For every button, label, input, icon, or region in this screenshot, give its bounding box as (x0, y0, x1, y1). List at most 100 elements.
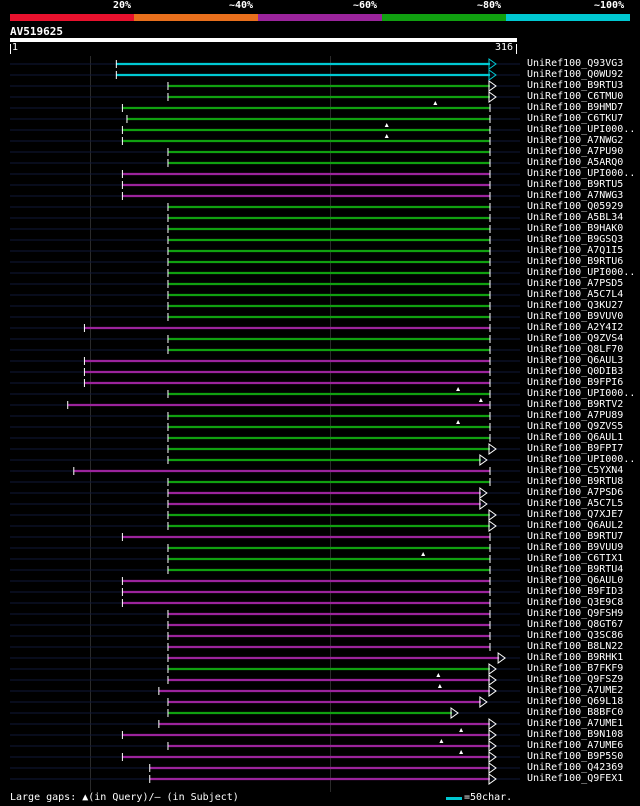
hit-end-arrow (479, 696, 488, 708)
hit-label[interactable]: UniRef100_B9HAK0 (527, 223, 624, 234)
hit-label[interactable]: UniRef100_UPI000.. (527, 454, 636, 465)
hit-label[interactable]: UniRef100_B9FID3 (527, 586, 624, 597)
gaps-legend: Large gaps: ▲(in Query)/— (in Subject) (10, 792, 239, 803)
query-gap-marker (421, 552, 426, 556)
hit-label[interactable]: UniRef100_Q0DIB3 (527, 366, 624, 377)
hit-end-arrow (497, 652, 506, 664)
hit-label[interactable]: UniRef100_C6TIX1 (527, 553, 624, 564)
hit-label[interactable]: UniRef100_Q3E9C8 (527, 597, 624, 608)
hit-label[interactable]: UniRef100_Q8LF70 (527, 344, 624, 355)
scale-label-100: ~100% (594, 0, 625, 11)
hit-label[interactable]: UniRef100_A7UME1 (527, 718, 624, 729)
query-gap-marker (456, 387, 461, 391)
hit-label[interactable]: UniRef100_C6TMU0 (527, 91, 624, 102)
hit-label[interactable]: UniRef100_C5YXN4 (527, 465, 624, 476)
hit-label[interactable]: UniRef100_A5ARQ0 (527, 157, 624, 168)
hit-label[interactable]: UniRef100_Q9FSH9 (527, 608, 624, 619)
scale-legend-text: =50char. (464, 792, 513, 803)
hit-label[interactable]: UniRef100_UPI000.. (527, 124, 636, 135)
hit-label[interactable]: UniRef100_B7FKF9 (527, 663, 624, 674)
hit-label[interactable]: UniRef100_B9RTU7 (527, 531, 624, 542)
hit-label[interactable]: UniRef100_B9VUU9 (527, 542, 624, 553)
hit-label[interactable]: UniRef100_UPI000.. (527, 267, 636, 278)
hit-label[interactable]: UniRef100_B9RTV2 (527, 399, 624, 410)
hit-end-arrow (488, 751, 497, 763)
query-start-tick (10, 44, 11, 54)
hit-label[interactable]: UniRef100_B8BFC0 (527, 707, 624, 718)
hit-label[interactable]: UniRef100_Q7XJE7 (527, 509, 624, 520)
query-gap-marker (384, 123, 389, 127)
hit-label[interactable]: UniRef100_C6TKU7 (527, 113, 624, 124)
hit-label[interactable]: UniRef100_Q3KU27 (527, 300, 624, 311)
hit-label[interactable]: UniRef100_Q9FEX1 (527, 773, 624, 784)
hit-label[interactable]: UniRef100_Q9ZVS4 (527, 333, 624, 344)
hit-label[interactable]: UniRef100_Q6AUL2 (527, 520, 624, 531)
hit-label[interactable]: UniRef100_A7PU90 (527, 146, 624, 157)
hit-label[interactable]: UniRef100_A5C7L5 (527, 498, 624, 509)
hit-label[interactable]: UniRef100_UPI000.. (527, 168, 636, 179)
scale-color-4 (382, 14, 506, 21)
hit-label[interactable]: UniRef100_Q05929 (527, 201, 624, 212)
hit-label[interactable]: UniRef100_Q42369 (527, 762, 624, 773)
query-gap-marker (437, 684, 442, 688)
query-gap-marker (459, 728, 464, 732)
hit-label[interactable]: UniRef100_B9RTU8 (527, 476, 624, 487)
hit-label[interactable]: UniRef100_Q6AUL1 (527, 432, 624, 443)
ref-line-1 (90, 56, 91, 792)
hit-end-arrow (488, 91, 497, 103)
hit-label[interactable]: UniRef100_A7PSD5 (527, 278, 624, 289)
hit-label[interactable]: UniRef100_Q69L18 (527, 696, 624, 707)
hit-label[interactable]: UniRef100_B9FPI6 (527, 377, 624, 388)
hit-label[interactable]: UniRef100_A7PU89 (527, 410, 624, 421)
query-gap-marker (459, 750, 464, 754)
query-gap-marker (433, 101, 438, 105)
scale-label-80: ~80% (477, 0, 502, 11)
hit-label[interactable]: UniRef100_Q3SC86 (527, 630, 624, 641)
hit-label[interactable]: UniRef100_A7PSD6 (527, 487, 624, 498)
hit-label[interactable]: UniRef100_Q9ZVS5 (527, 421, 624, 432)
hit-label[interactable]: UniRef100_A5C7L4 (527, 289, 624, 300)
hit-end-arrow (479, 498, 488, 510)
hit-label[interactable]: UniRef100_A7UME6 (527, 740, 624, 751)
query-gap-marker (436, 673, 441, 677)
query-id: AV519625 (10, 25, 63, 38)
hit-label[interactable]: UniRef100_B8LN22 (527, 641, 624, 652)
hit-end-arrow (488, 674, 497, 686)
hit-label[interactable]: UniRef100_A7Q1I5 (527, 245, 624, 256)
scale-label-60: ~60% (353, 0, 378, 11)
hit-label[interactable]: UniRef100_B9RHK1 (527, 652, 624, 663)
hit-label[interactable]: UniRef100_Q8GT67 (527, 619, 624, 630)
ref-line-2 (330, 56, 331, 792)
hit-label[interactable]: UniRef100_B9HMD7 (527, 102, 624, 113)
hit-label[interactable]: UniRef100_A2Y4I2 (527, 322, 624, 333)
query-gap-marker (439, 739, 444, 743)
hit-label[interactable]: UniRef100_B9N108 (527, 729, 624, 740)
hit-label[interactable]: UniRef100_UPI000.. (527, 388, 636, 399)
hit-label[interactable]: UniRef100_B9FPI7 (527, 443, 624, 454)
query-start-label: 1 (12, 42, 19, 53)
hit-end-arrow (488, 520, 497, 532)
hit-label[interactable]: UniRef100_Q0WU92 (527, 69, 624, 80)
hit-label[interactable]: UniRef100_A7NWG2 (527, 135, 624, 146)
hit-label[interactable]: UniRef100_Q6AUL3 (527, 355, 624, 366)
hit-label[interactable]: UniRef100_Q9FSZ9 (527, 674, 624, 685)
query-end-label: 316 (495, 42, 514, 53)
hit-label[interactable]: UniRef100_Q6AUL0 (527, 575, 624, 586)
hit-label[interactable]: UniRef100_B9GSQ3 (527, 234, 624, 245)
hit-label[interactable]: UniRef100_A7UME2 (527, 685, 624, 696)
hit-label[interactable]: UniRef100_B9RTU6 (527, 256, 624, 267)
hit-label[interactable]: UniRef100_B9RTU3 (527, 80, 624, 91)
hit-label[interactable]: UniRef100_Q93VG3 (527, 58, 624, 69)
hit-end-arrow (488, 58, 497, 70)
hit-label[interactable]: UniRef100_A5BL34 (527, 212, 624, 223)
hit-end-arrow (488, 773, 497, 785)
hit-label[interactable]: UniRef100_A7NWG3 (527, 190, 624, 201)
hit-end-arrow (488, 443, 497, 455)
scale-color-3 (258, 14, 382, 21)
hit-label[interactable]: UniRef100_B9RTU4 (527, 564, 624, 575)
hit-label[interactable]: UniRef100_B9RTU5 (527, 179, 624, 190)
hit-label[interactable]: UniRef100_B9P5S0 (527, 751, 624, 762)
scale-legend-bar (446, 797, 462, 800)
hit-label[interactable]: UniRef100_B9VUV0 (527, 311, 624, 322)
